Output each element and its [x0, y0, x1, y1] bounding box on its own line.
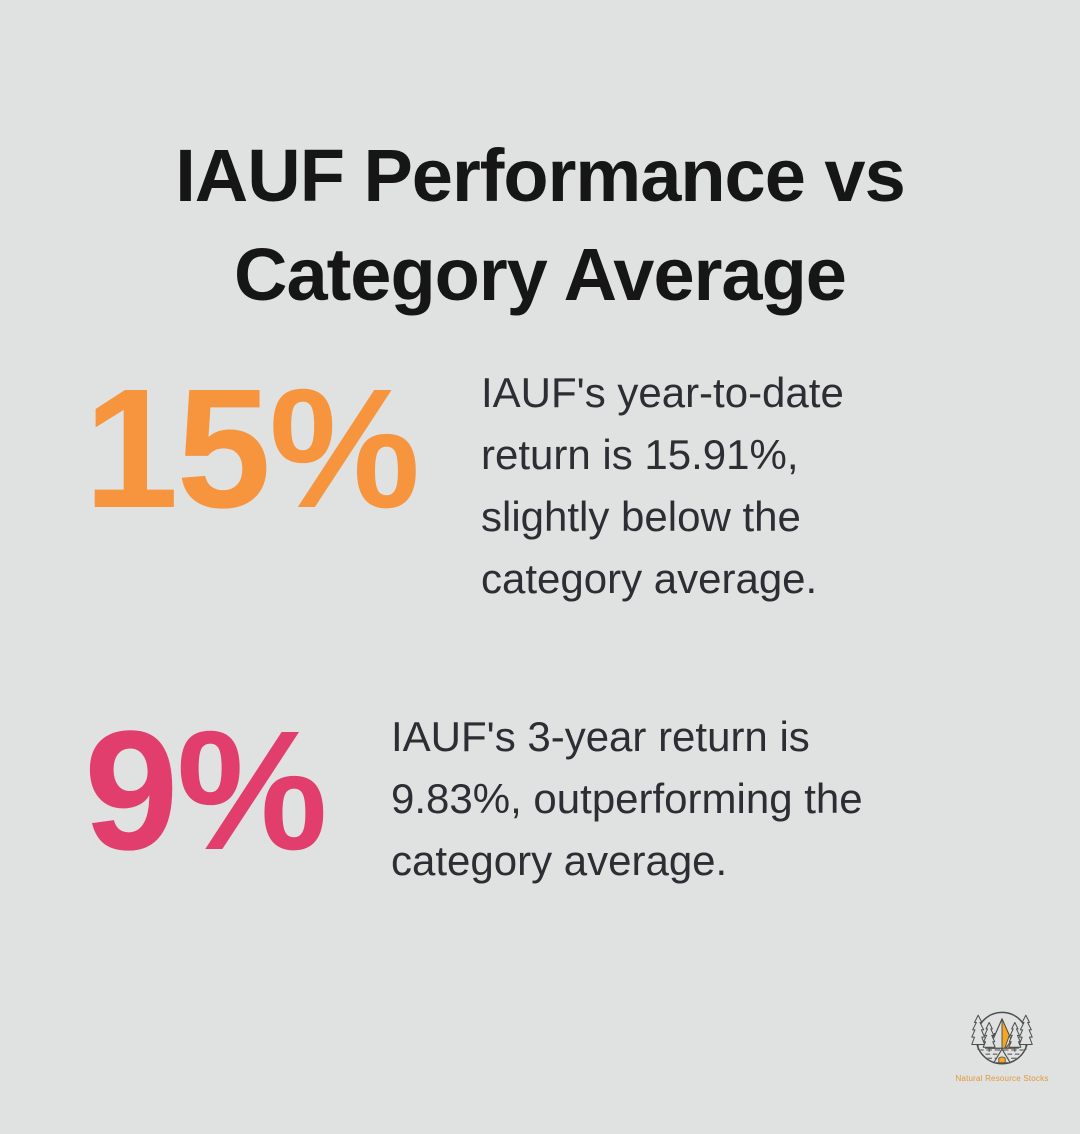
- mountain-forest-emblem-icon: [954, 1006, 1050, 1072]
- page-title: IAUF Performance vs Category Average: [175, 133, 906, 316]
- brand-caption: Natural Resource Stocks: [955, 1074, 1049, 1083]
- stat-description-ytd: IAUF's year-to-date return is 15.91%, sl…: [481, 369, 844, 602]
- stat-description-3yr: IAUF's 3-year return is 9.83%, outperfor…: [391, 713, 863, 884]
- brand-logo: Natural Resource Stocks: [954, 1006, 1050, 1083]
- stat-value-3yr: 9%: [84, 696, 328, 886]
- stat-value-ytd: 15%: [84, 354, 420, 544]
